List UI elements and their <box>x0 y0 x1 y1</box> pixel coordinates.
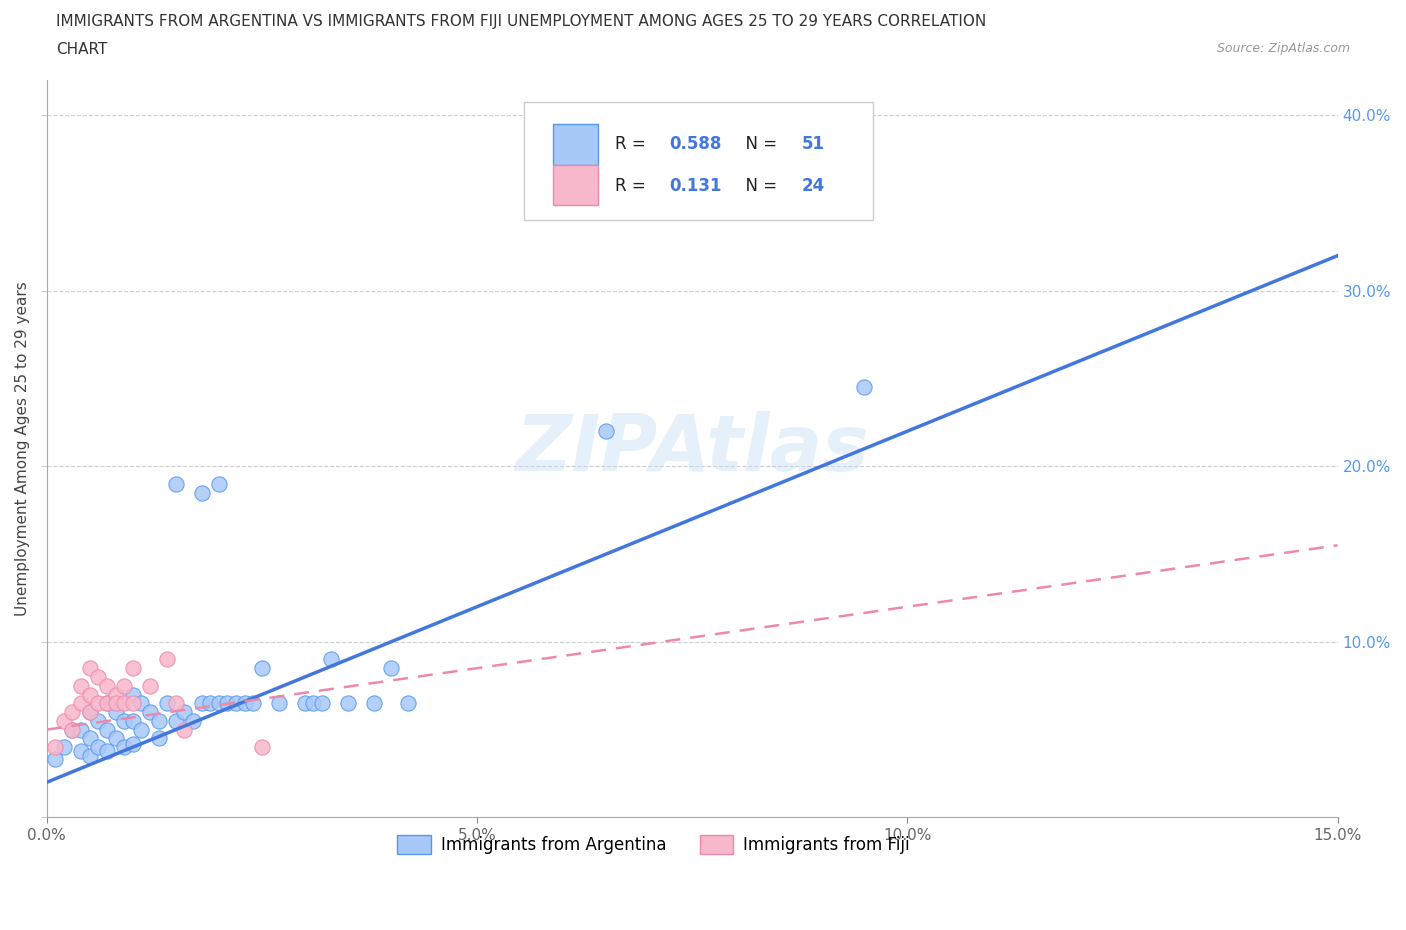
Text: 51: 51 <box>801 135 825 153</box>
Point <box>112 678 135 693</box>
Point <box>79 731 101 746</box>
Point <box>70 723 93 737</box>
Point <box>121 737 143 751</box>
Point <box>70 743 93 758</box>
Point <box>131 723 153 737</box>
Point <box>44 739 66 754</box>
Point <box>250 660 273 675</box>
Point <box>112 713 135 728</box>
Text: N =: N = <box>735 135 782 153</box>
Point <box>79 705 101 720</box>
Point <box>44 752 66 767</box>
Text: 24: 24 <box>801 177 825 194</box>
Point <box>62 705 84 720</box>
Point <box>112 739 135 754</box>
Point <box>121 687 143 702</box>
Point <box>104 731 127 746</box>
Point <box>70 678 93 693</box>
Point <box>165 713 187 728</box>
Point <box>302 696 325 711</box>
Point <box>96 696 118 711</box>
Point <box>156 652 179 667</box>
Point <box>104 696 127 711</box>
Point <box>294 696 316 711</box>
Point <box>198 696 221 711</box>
Point <box>363 696 385 711</box>
Point <box>96 723 118 737</box>
FancyBboxPatch shape <box>553 125 598 165</box>
Text: R =: R = <box>614 135 651 153</box>
Point <box>173 723 195 737</box>
Point <box>79 705 101 720</box>
Point <box>121 696 143 711</box>
Text: ZIPAtlas: ZIPAtlas <box>516 411 869 486</box>
Point <box>87 713 110 728</box>
Point <box>104 705 127 720</box>
FancyBboxPatch shape <box>524 102 873 220</box>
Point <box>225 696 247 711</box>
Point <box>595 424 617 439</box>
Point <box>131 696 153 711</box>
Point <box>217 696 239 711</box>
Point <box>139 705 162 720</box>
Point <box>79 749 101 764</box>
Point <box>311 696 333 711</box>
Point <box>267 696 290 711</box>
Point <box>148 731 170 746</box>
Point <box>79 660 101 675</box>
Point <box>853 379 876 394</box>
FancyBboxPatch shape <box>553 165 598 206</box>
Point <box>96 743 118 758</box>
Point <box>319 652 342 667</box>
Point <box>165 696 187 711</box>
Point <box>70 696 93 711</box>
Point <box>52 739 75 754</box>
Point <box>148 713 170 728</box>
Point <box>87 670 110 684</box>
Point <box>233 696 256 711</box>
Point <box>380 660 402 675</box>
Point <box>173 705 195 720</box>
Point <box>139 678 162 693</box>
Point <box>190 485 212 500</box>
Point <box>96 678 118 693</box>
Point <box>165 476 187 491</box>
Point <box>190 696 212 711</box>
Point <box>87 739 110 754</box>
Text: N =: N = <box>735 177 782 194</box>
Y-axis label: Unemployment Among Ages 25 to 29 years: Unemployment Among Ages 25 to 29 years <box>15 282 30 617</box>
Point <box>208 696 231 711</box>
Text: 0.588: 0.588 <box>669 135 721 153</box>
Point <box>121 660 143 675</box>
Point <box>104 687 127 702</box>
Point <box>250 739 273 754</box>
Legend: Immigrants from Argentina, Immigrants from Fiji: Immigrants from Argentina, Immigrants fr… <box>391 828 917 860</box>
Point <box>96 696 118 711</box>
Point <box>112 696 135 711</box>
Text: R =: R = <box>614 177 657 194</box>
Point <box>79 687 101 702</box>
Point <box>208 476 231 491</box>
Text: IMMIGRANTS FROM ARGENTINA VS IMMIGRANTS FROM FIJI UNEMPLOYMENT AMONG AGES 25 TO : IMMIGRANTS FROM ARGENTINA VS IMMIGRANTS … <box>56 14 987 29</box>
Point <box>52 713 75 728</box>
Point <box>396 696 419 711</box>
Point <box>87 696 110 711</box>
Point <box>242 696 264 711</box>
Text: Source: ZipAtlas.com: Source: ZipAtlas.com <box>1216 42 1350 55</box>
Text: 0.131: 0.131 <box>669 177 721 194</box>
Point <box>62 723 84 737</box>
Text: CHART: CHART <box>56 42 108 57</box>
Point <box>62 723 84 737</box>
Point <box>121 713 143 728</box>
Point <box>181 713 204 728</box>
Point <box>156 696 179 711</box>
Point <box>336 696 359 711</box>
